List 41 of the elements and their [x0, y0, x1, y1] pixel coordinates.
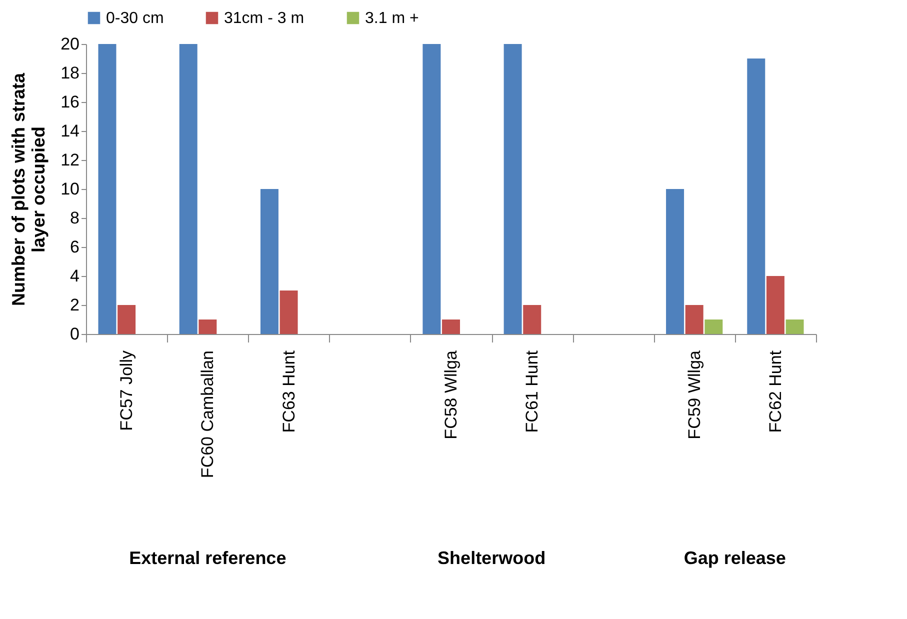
y-axis-title: Number of plots with strata layer occupied: [8, 72, 49, 306]
bar: [260, 189, 278, 334]
y-tick-label: 8: [70, 208, 80, 228]
y-tick-label: 0: [70, 324, 80, 344]
bar: [179, 44, 198, 334]
bar: [422, 44, 441, 334]
x-tick-label: FC62 Hunt: [766, 350, 785, 433]
x-tick-label: FC58 Wllga: [442, 350, 460, 440]
bar: [280, 290, 298, 334]
text: Gap release: [684, 548, 786, 568]
bar: [704, 320, 723, 334]
legend-label: 31cm - 3 m: [224, 10, 304, 27]
y-tick-label: 18: [60, 64, 80, 82]
text: External reference: [129, 548, 286, 568]
bar: [747, 58, 766, 334]
bar: [98, 44, 116, 334]
y-tick-label: 6: [70, 238, 80, 256]
bar: [766, 276, 784, 334]
bar: [504, 44, 522, 334]
bar: [118, 305, 136, 334]
y-tick-label: 4: [70, 266, 80, 286]
y-tick-label: 20: [60, 34, 80, 54]
x-tick-label: FC60 Camballan: [198, 350, 218, 478]
y-tick-label: 10: [60, 180, 80, 198]
legend-label: 0-30 cm: [106, 10, 164, 27]
y-tick-label: 14: [60, 122, 80, 140]
bar: [523, 305, 542, 334]
bar: [666, 189, 684, 334]
y-tick-label: 16: [60, 92, 80, 112]
x-tick-label: FC59 Wllga: [684, 350, 704, 440]
y-tick-label: 2: [70, 296, 80, 314]
x-tick-label: FC63 Hunt: [279, 350, 298, 433]
bar: [685, 305, 704, 334]
x-tick-label: FC57 Jolly: [117, 350, 136, 431]
text: Shelterwood: [438, 548, 546, 568]
bar: [442, 320, 460, 334]
bar: [786, 320, 804, 334]
x-tick-label: FC61 Hunt: [522, 350, 542, 433]
bar: [198, 320, 217, 334]
y-tick-label: 12: [60, 150, 80, 170]
legend-label: 3.1 m +: [365, 10, 419, 27]
